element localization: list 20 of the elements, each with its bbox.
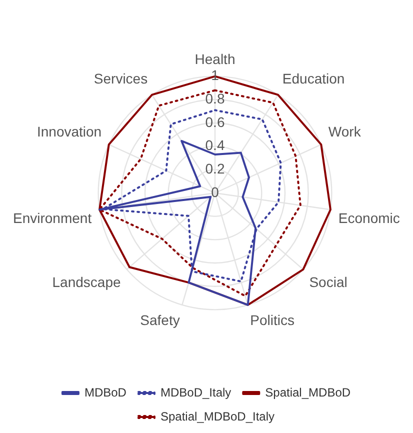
- spoke-label: Innovation: [36, 124, 102, 140]
- legend-label: MDBoD_Italy: [160, 385, 232, 400]
- spoke-label: Environment: [13, 210, 92, 226]
- y-tick-label: 0.8: [205, 90, 225, 107]
- y-tick-label: 0.6: [205, 114, 225, 130]
- spoke-label: Politics: [250, 312, 294, 328]
- y-tick-label: 0.2: [205, 160, 225, 177]
- legend-label: Spatial_MDBoD: [265, 385, 351, 400]
- spoke-label: Services: [94, 70, 148, 87]
- spoke-label: Social: [309, 274, 348, 290]
- y-tick-label: 0.4: [205, 137, 225, 154]
- spoke-label: Safety: [140, 312, 180, 328]
- spoke-label: Landscape: [52, 274, 121, 290]
- spoke-label: Health: [194, 50, 236, 67]
- legend-label: Spatial_MDBoD_Italy: [160, 409, 275, 424]
- legend-label: MDBoD: [84, 385, 127, 400]
- spoke-label: Work: [328, 124, 362, 140]
- y-tick-label: 0: [211, 184, 220, 200]
- spoke-label: Economic: [338, 210, 400, 226]
- spoke-label: Education: [282, 70, 345, 87]
